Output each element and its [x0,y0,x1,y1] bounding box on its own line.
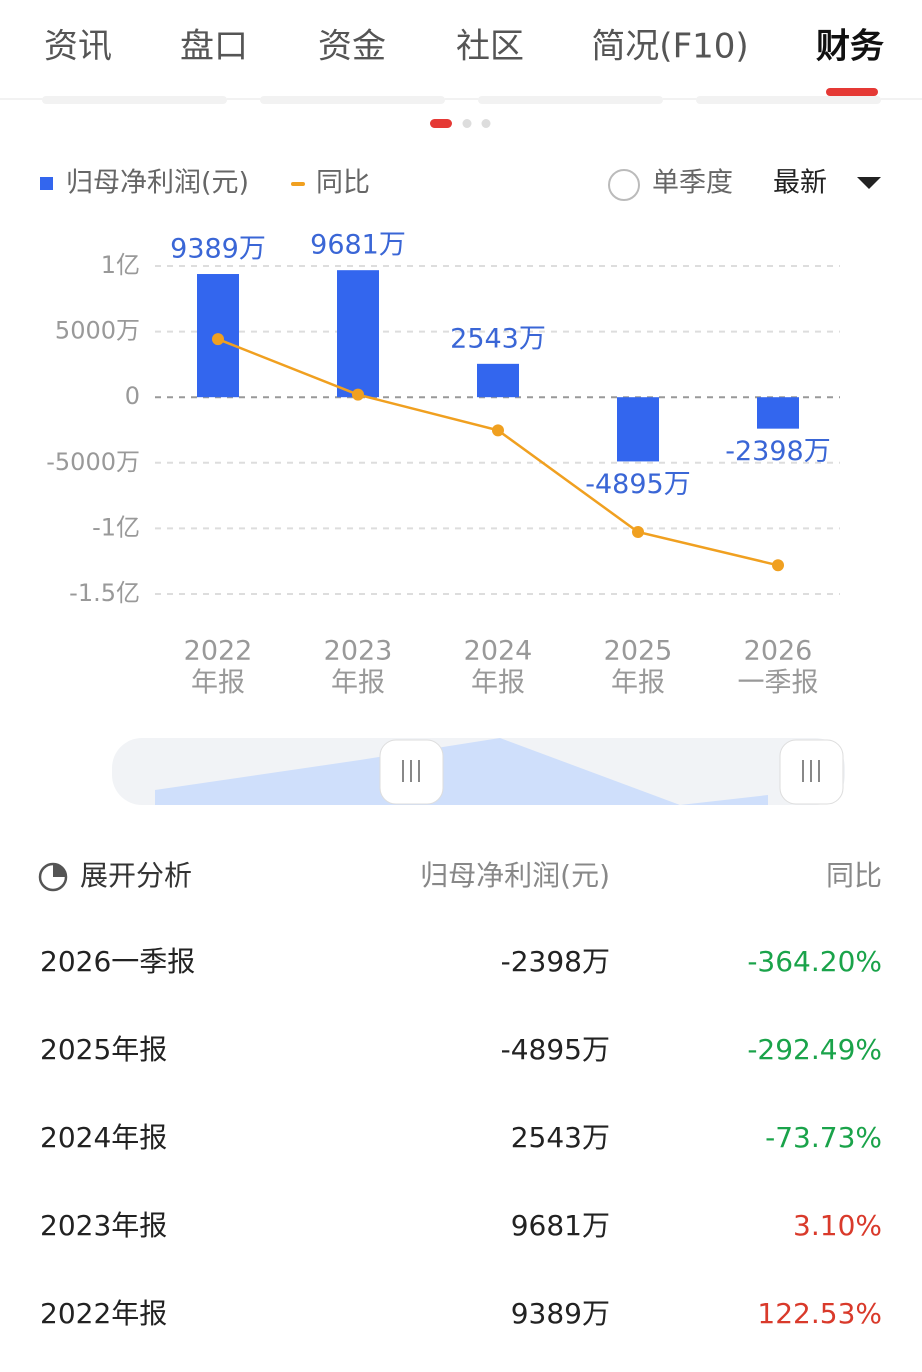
period-select[interactable]: 最新 [773,168,827,199]
value-label: -2398万 [725,436,830,467]
y-tick-label: 5000万 [55,317,140,345]
period: 2025年报 [40,1033,167,1066]
tab[interactable]: 资金 [318,27,386,67]
x-tick-label: 2022 [184,636,253,667]
point [632,525,644,538]
analysis-icon-slice [53,864,66,877]
value-label: 2543万 [450,323,546,354]
net-profit: -2398万 [501,945,610,978]
y-tick-label: -1亿 [92,513,140,541]
yoy: 3.10% [793,1209,882,1242]
net-profit: 9389万 [511,1297,610,1330]
table-row: 2026一季报 -2398万 -364.20% [40,945,882,978]
bar [617,397,659,462]
tab[interactable]: 盘口 [180,27,248,67]
legend-label: 同比 [316,168,370,199]
x-tick-label: 年报 [471,668,525,699]
x-tick-label: 年报 [611,668,665,699]
legend-label: 归母净利润(元) [66,168,249,199]
tab[interactable]: 资讯 [44,27,112,67]
period: 2026一季报 [40,945,195,978]
toggle-label[interactable]: 单季度 [652,168,733,199]
value-label: 9389万 [170,234,266,265]
plot: 1亿5000万0-5000万-1亿-1.5亿2022年报2023年报2024年报… [46,230,840,699]
table-row: 2025年报 -4895万 -292.49% [40,1033,882,1066]
page-dot [430,119,452,128]
x-tick-label: 2026 [744,636,813,667]
x-tick-label: 年报 [331,668,385,699]
dropdown-arrow[interactable] [857,177,881,189]
point [772,559,784,572]
x-tick-label: 2024 [464,636,533,667]
table-header: 同比 [826,859,882,892]
x-tick-label: 一季报 [738,668,819,699]
yoy: -73.73% [765,1121,882,1154]
legend-swatch [40,177,53,190]
net-profit: 2543万 [511,1121,610,1154]
yoy: -292.49% [747,1033,882,1066]
card-edge [260,96,445,104]
period: 2024年报 [40,1121,167,1154]
value-label: 9681万 [310,230,406,261]
period: 2022年报 [40,1297,167,1330]
point [212,333,224,346]
x-tick-label: 2025 [604,636,673,667]
slider-area [155,738,768,805]
y-tick-label: -1.5亿 [69,579,140,607]
legend-swatch [291,182,305,186]
page-dot [481,119,491,128]
card-edge [478,96,663,104]
bar [337,270,379,398]
x-tick-label: 2023 [324,636,393,667]
tab-active[interactable]: 财务 [816,27,884,67]
y-tick-label: 0 [125,382,140,410]
card-edge [696,96,881,104]
card-edge [42,96,227,104]
expand-analysis[interactable]: 展开分析 [80,859,192,892]
handle-grip [802,760,820,782]
net-profit: -4895万 [501,1033,610,1066]
table-row: 2022年报 9389万 122.53% [40,1297,882,1330]
point [352,388,364,401]
table-header: 归母净利润(元) [420,859,610,892]
yoy: 122.53% [757,1297,882,1330]
page-dot [462,119,472,128]
bar [757,397,799,429]
radio[interactable] [608,169,640,201]
bar [477,363,519,398]
y-tick-label: 1亿 [101,251,140,279]
handle-grip [402,760,420,782]
y-tick-label: -5000万 [46,448,140,476]
tab-indicator [826,88,878,96]
x-tick-label: 年报 [191,668,245,699]
table-row: 2023年报 9681万 3.10% [40,1209,882,1242]
yoy: -364.20% [747,945,882,978]
table-row: 2024年报 2543万 -73.73% [40,1121,882,1154]
net-profit: 9681万 [511,1209,610,1242]
period: 2023年报 [40,1209,167,1242]
tab[interactable]: 简况(F10) [591,27,748,67]
tab[interactable]: 社区 [456,27,524,67]
value-label: -4895万 [585,469,690,500]
point [492,424,504,437]
